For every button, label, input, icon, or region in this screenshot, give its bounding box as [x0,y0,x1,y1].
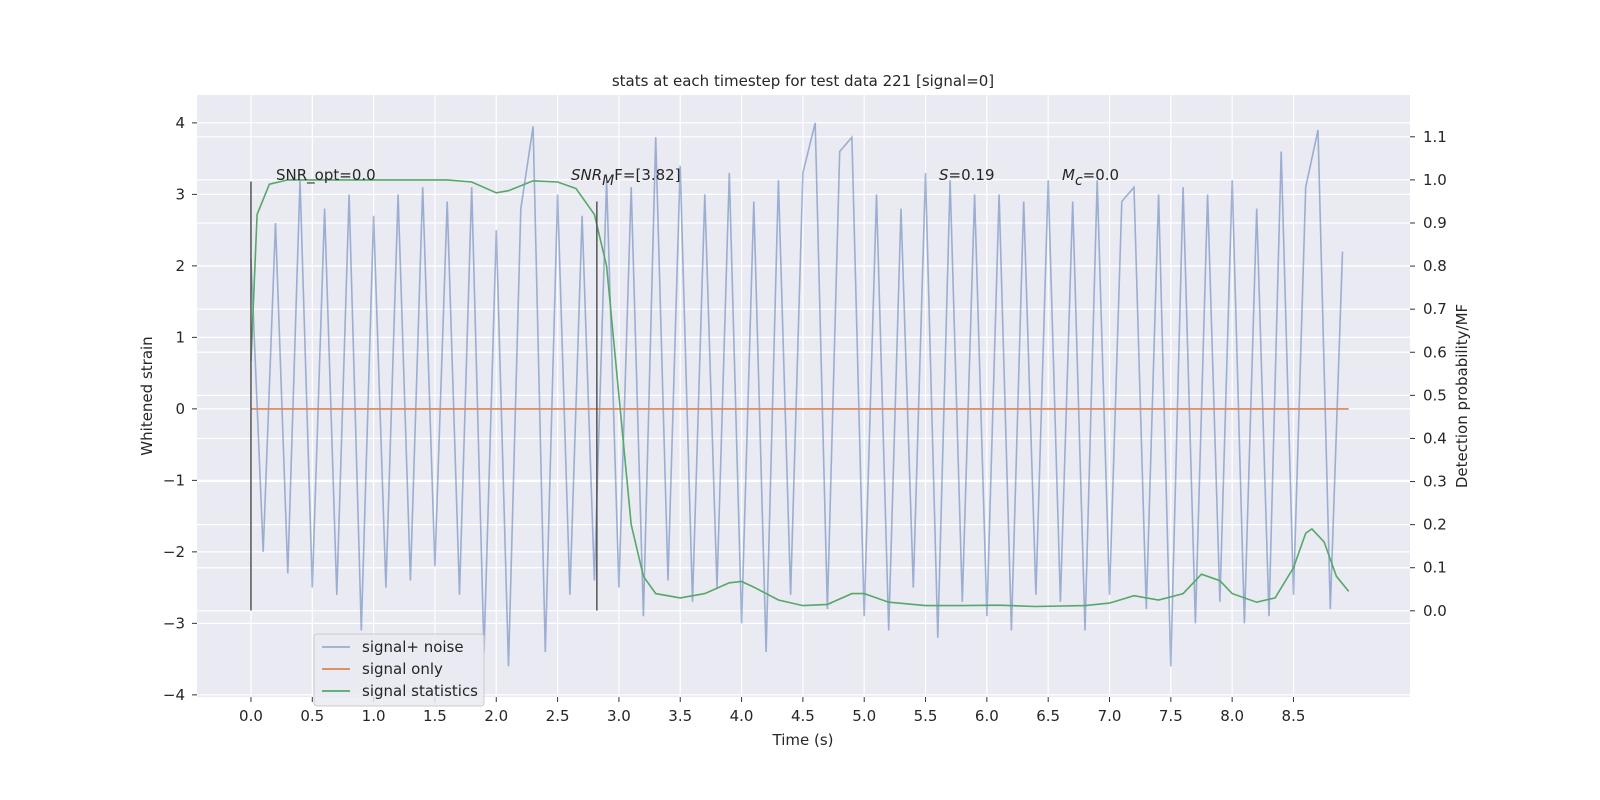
x-tick-label: 4.0 [730,707,754,725]
annotation-part: F=[3.82] [614,166,680,184]
legend-label: signal statistics [362,682,478,700]
y-axis-title: Whitened strain [138,336,156,455]
annotation-part: M [1062,166,1075,184]
x-tick-label: 6.0 [975,707,999,725]
x-tick-label: 2.5 [546,707,570,725]
annotation-part: c [1075,173,1083,189]
y2-tick-label: 0.7 [1423,300,1447,318]
y-tick-label: 4 [175,114,185,132]
legend-label: signal only [362,660,443,678]
legend-label: signal+ noise [362,638,464,656]
x-tick-label: 5.0 [852,707,876,725]
x-tick-label: 3.5 [668,707,692,725]
x-tick-label: 8.5 [1282,707,1306,725]
x-tick-label: 3.0 [607,707,631,725]
y2-tick-label: 0.3 [1423,473,1447,491]
series-line [250,179,1350,608]
y-tick-label: −4 [163,686,185,704]
legend-box [313,633,485,707]
x-tick-label: 4.5 [791,707,815,725]
x-tick-label: 6.5 [1036,707,1060,725]
annotation-part: M [602,173,614,189]
annotation-part: SNR_opt=0.0 [276,166,376,185]
y2-tick-label: 0.9 [1423,214,1447,232]
annotation-part: =0.19 [949,166,995,184]
y2-axis-title: Detection probability/MF [1453,304,1471,488]
annotation: SNR_opt=0.0 [276,166,376,185]
y2-tick-label: 0.6 [1423,343,1447,361]
y2-tick-label: 1.1 [1423,128,1447,146]
x-tick-label: 7.5 [1159,707,1183,725]
y-tick-label: −1 [163,471,185,489]
annotation: Mc=0.0 [1062,166,1119,189]
y-tick-label: −2 [163,543,185,561]
annotation-part: SNR [571,166,602,184]
x-tick-label: 8.0 [1220,707,1244,725]
y-tick-label: 3 [175,185,185,203]
x-tick-label: 7.0 [1098,707,1122,725]
y-tick-label: 0 [175,400,185,418]
y2-tick-label: 0.8 [1423,257,1447,275]
y-tick-label: 1 [175,328,185,346]
x-axis-title: Time (s) [772,731,834,749]
y-tick-label: 2 [175,257,185,275]
x-tick-label: 0.0 [239,707,263,725]
y2-tick-label: 0.0 [1423,602,1447,620]
y2-tick-label: 0.4 [1423,429,1447,447]
annotation: S=0.19 [939,166,995,184]
y2-tick-label: 0.5 [1423,386,1447,404]
x-tick-label: 0.5 [300,707,324,725]
y2-tick-label: 0.1 [1423,559,1447,577]
annotation: SNRMF=[3.82] [571,166,681,189]
series-line [250,122,1344,667]
chart-title: stats at each timestep for test data 221… [612,72,994,90]
x-tick-label: 2.0 [484,707,508,725]
y2-tick-label: 1.0 [1423,171,1447,189]
x-tick-label: 5.5 [914,707,938,725]
x-tick-label: 1.0 [362,707,386,725]
x-tick-label: 1.5 [423,707,447,725]
annotation-part: =0.0 [1083,166,1119,184]
y2-tick-label: 0.2 [1423,516,1447,534]
annotation-part: S [939,166,949,184]
y-tick-label: −3 [163,614,185,632]
